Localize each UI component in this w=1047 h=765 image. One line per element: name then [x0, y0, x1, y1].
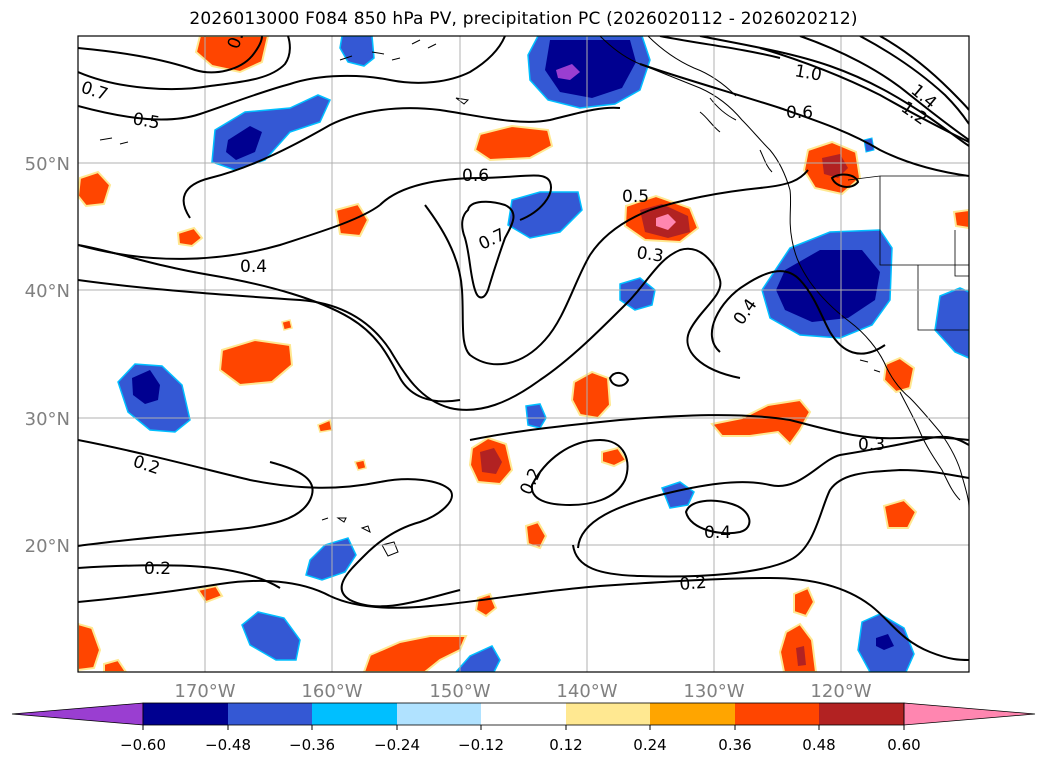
latitude-labels: 50°N 40°N 30°N 20°N — [25, 154, 70, 557]
longitude-labels: 170°W 160°W 150°W 140°W 130°W 120°W — [174, 681, 871, 702]
colorbar-segment — [312, 703, 397, 725]
contour-label: 0.4 — [240, 257, 267, 277]
contour-0.2-loop — [530, 438, 629, 507]
contour-0.3-south — [577, 435, 969, 549]
contour-0.4-loop — [684, 499, 751, 535]
contour-0.3-center — [78, 247, 741, 411]
colorbar-extend-low — [11, 702, 144, 726]
lon-label-150w: 150°W — [429, 681, 490, 702]
contour-label: 0.3 — [635, 243, 665, 267]
contour-0.5-mid — [424, 204, 651, 366]
contour-label: 1.0 — [793, 61, 823, 85]
contour-1.2-ne — [859, 36, 969, 125]
north-america-coast — [599, 36, 969, 509]
colorbar-tick: −0.48 — [205, 736, 251, 754]
contour-label: 0.2 — [144, 559, 171, 579]
precip-blob-pos-165w — [218, 338, 294, 387]
contour-1.0-ne — [759, 47, 969, 143]
contour-0.2-south — [78, 564, 281, 589]
contour-0.8-nw — [78, 36, 263, 74]
hawaii-islands — [381, 541, 399, 557]
colorbar-segment — [143, 703, 228, 725]
colorbar: −0.60 −0.48 −0.36 −0.24 −0.12 0.12 0.24 … — [11, 702, 1036, 754]
colorbar-tick: −0.12 — [458, 736, 504, 754]
contour-0.7-nw — [78, 36, 291, 91]
lon-label-140w: 140°W — [556, 681, 617, 702]
colorbar-tick: 0.12 — [549, 736, 582, 754]
colorbar-tick: −0.24 — [374, 736, 420, 754]
colorbar-tick: 0.48 — [802, 736, 835, 754]
lon-label-170w: 170°W — [174, 681, 235, 702]
contour-0.6-west — [182, 106, 621, 219]
contour-label: 0.5 — [131, 109, 161, 133]
contour-0.7-mid — [461, 200, 515, 299]
contour-label: 0.4 — [704, 523, 731, 543]
plot-title: 2026013000 F084 850 hPa PV, precipitatio… — [189, 9, 858, 29]
colorbar-tick: 0.24 — [633, 736, 666, 754]
pv-contours — [78, 36, 969, 661]
contour-0.2-southeast — [329, 576, 969, 661]
lon-label-130w: 130°W — [683, 681, 744, 702]
colorbar-tick: 0.36 — [718, 736, 751, 754]
colorbar-segment — [228, 703, 312, 725]
contour-0.4-california — [710, 270, 886, 355]
lat-label-30n: 30°N — [25, 409, 70, 430]
lat-label-50n: 50°N — [25, 154, 70, 175]
contour-0.5-nw — [78, 36, 506, 121]
contour-0.6-ne — [639, 63, 969, 177]
colorbar-segment — [819, 703, 904, 725]
colorbar-segment — [735, 703, 819, 725]
contour-0.1-northeast — [799, 36, 969, 141]
contour-0.4-center — [78, 244, 461, 403]
contour-0.6-mid — [379, 174, 552, 221]
colorbar-extend-high — [903, 702, 1036, 726]
colorbar-segment — [650, 703, 735, 725]
colorbar-tick: −0.60 — [120, 736, 166, 754]
contour-0.5-east — [649, 169, 809, 211]
coastlines — [99, 36, 969, 557]
map-frame — [77, 35, 970, 673]
colorbar-segment — [481, 703, 566, 725]
lon-label-120w: 120°W — [810, 681, 871, 702]
contour-0.2-east — [469, 414, 969, 441]
contour-1.4-ne — [879, 36, 969, 111]
contour-label: 0.5 — [622, 187, 649, 207]
contour-label: 0.6 — [786, 103, 813, 123]
map-plot-area: 0.8 1.0 0.7 0.5 0.6 1.4 1.2 0.6 0.5 0.7 … — [78, 36, 969, 672]
lat-label-40n: 40°N — [25, 281, 70, 302]
colorbar-tick: 0.60 — [887, 736, 920, 754]
contour-0.7-ne — [699, 36, 969, 147]
baja-coast — [899, 391, 961, 501]
lon-label-160w: 160°W — [301, 681, 362, 702]
colorbar-segment — [397, 703, 481, 725]
colorbar-tick: −0.36 — [289, 736, 335, 754]
contour-0.4-west — [78, 204, 381, 260]
colorbar-segment — [566, 703, 650, 725]
contour-0.2-far-south — [78, 579, 331, 603]
contour-label: 0.6 — [462, 166, 489, 186]
contour-0.2-west — [78, 439, 461, 608]
contour-0.2-loop-south — [572, 468, 969, 578]
contour-label: 0.3 — [858, 435, 885, 455]
contour-label: 0.2 — [679, 573, 708, 595]
precip-negative-regions — [117, 36, 969, 672]
contour-0.2-southwest — [78, 461, 314, 547]
lat-label-20n: 20°N — [25, 536, 70, 557]
contour-0.8-ne — [659, 36, 781, 59]
